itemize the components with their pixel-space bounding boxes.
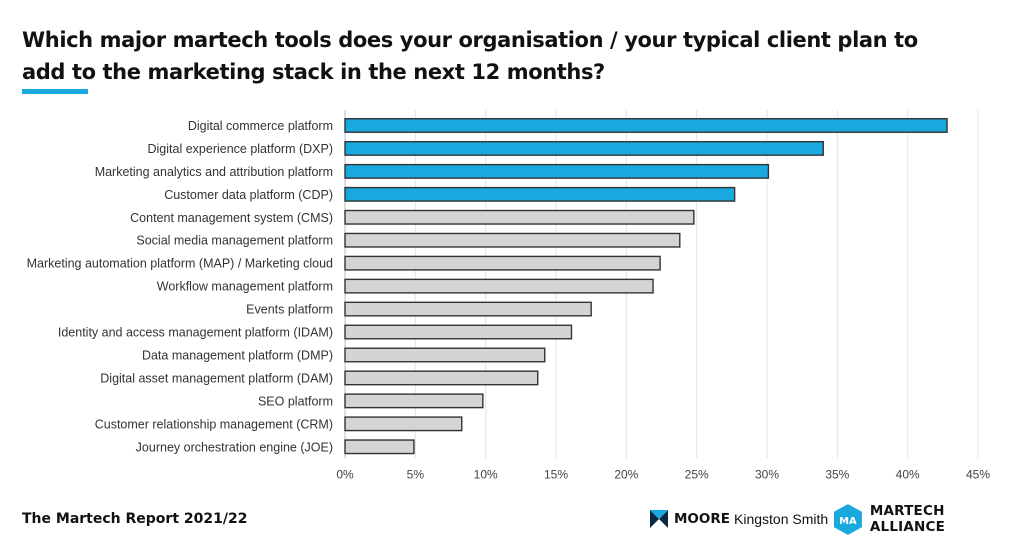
category-label: Journey orchestration engine (JOE): [136, 440, 333, 454]
bar: [344, 324, 573, 340]
bar: [344, 301, 592, 317]
bar: [344, 255, 661, 271]
category-label: Customer data platform (CDP): [164, 188, 333, 202]
bar-highlighted: [344, 140, 824, 156]
category-label: Workflow management platform: [157, 280, 333, 294]
logo-moore-rest: Kingston Smith: [734, 511, 829, 527]
bar: [344, 393, 484, 409]
category-label: Customer relationship management (CRM): [95, 417, 333, 431]
x-axis-ticks: 0% 5% 10% 15% 20% 25% 30% 35% 40% 45%: [336, 467, 990, 481]
ma-hexagon-icon: MA: [834, 503, 862, 535]
bar-chart: Digital commerce platform Digital experie…: [27, 110, 990, 481]
category-label: Content management system (CMS): [130, 211, 333, 225]
category-label: Social media management platform: [136, 234, 333, 248]
x-tick-label: 25%: [685, 467, 709, 481]
logo-moore-bold: MOORE: [674, 511, 731, 527]
bar: [344, 347, 546, 363]
category-label: Events platform: [246, 303, 333, 317]
x-tick-label: 20%: [614, 467, 638, 481]
bar-highlighted: [344, 186, 736, 202]
category-label: Data management platform (DMP): [142, 348, 333, 362]
category-label: Identity and access management platform …: [58, 326, 333, 340]
bars: [344, 118, 948, 455]
x-tick-label: 35%: [825, 467, 849, 481]
bar-highlighted: [344, 163, 770, 179]
category-label: Digital commerce platform: [188, 119, 333, 133]
category-label: Digital asset management platform (DAM): [100, 371, 333, 385]
x-tick-label: 5%: [407, 467, 425, 481]
logo-ma-mark: MA: [839, 515, 857, 526]
bar: [344, 209, 695, 225]
x-tick-label: 40%: [896, 467, 920, 481]
bar: [344, 232, 681, 248]
moore-kingston-smith-logo: MOORE Kingston Smith: [650, 508, 828, 530]
bar-highlighted: [344, 118, 948, 133]
category-labels: Digital commerce platform Digital experie…: [27, 119, 333, 454]
chart-title: Which major martech tools does your orga…: [22, 28, 918, 84]
category-label: Marketing automation platform (MAP) / Ma…: [27, 257, 333, 271]
bar: [344, 370, 539, 386]
bar: [344, 278, 654, 294]
category-label: Marketing analytics and attribution plat…: [95, 165, 333, 179]
x-tick-label: 30%: [755, 467, 779, 481]
title-underline: [22, 89, 88, 94]
category-label: SEO platform: [258, 394, 333, 408]
martech-alliance-logo: MA MARTECH ALLIANCE: [834, 503, 1024, 535]
moore-mark-icon: [650, 510, 668, 528]
x-tick-label: 15%: [544, 467, 568, 481]
logo-ma-text: MARTECH ALLIANCE: [869, 503, 946, 535]
x-tick-label: 45%: [966, 467, 990, 481]
bar: [344, 416, 463, 432]
category-label: Digital experience platform (DXP): [148, 142, 334, 156]
report-title: The Martech Report 2021/22: [22, 511, 248, 527]
x-tick-label: 0%: [336, 467, 354, 481]
bar: [344, 439, 415, 455]
x-tick-label: 10%: [474, 467, 498, 481]
